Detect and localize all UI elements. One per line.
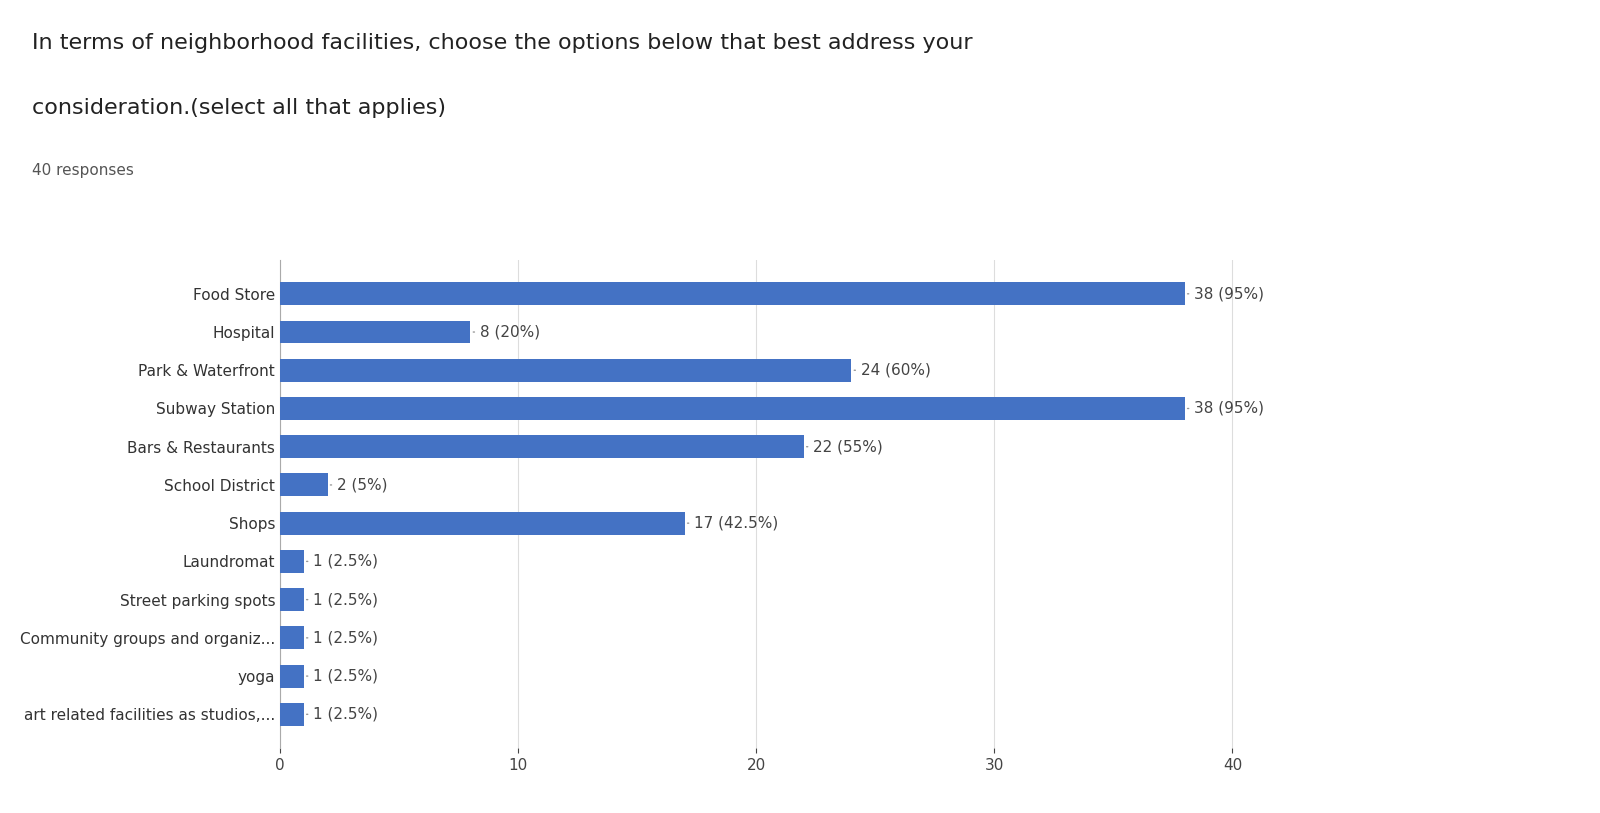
Bar	[280, 550, 304, 573]
Text: In terms of neighborhood facilities, choose the options below that best address : In terms of neighborhood facilities, cho…	[32, 33, 973, 53]
Bar	[280, 588, 304, 611]
Bar	[280, 282, 1184, 305]
Bar	[280, 435, 803, 459]
Bar	[280, 473, 328, 497]
Text: 17 (42.5%): 17 (42.5%)	[688, 515, 779, 531]
Text: 1 (2.5%): 1 (2.5%)	[307, 706, 378, 722]
Bar	[280, 626, 304, 650]
Text: 38 (95%): 38 (95%)	[1187, 401, 1264, 416]
Bar	[280, 397, 1184, 420]
Bar	[280, 320, 470, 344]
Bar	[280, 511, 685, 535]
Bar	[280, 703, 304, 726]
Bar	[280, 359, 851, 382]
Text: 1 (2.5%): 1 (2.5%)	[307, 554, 378, 569]
Text: 1 (2.5%): 1 (2.5%)	[307, 592, 378, 607]
Text: 8 (20%): 8 (20%)	[474, 324, 541, 340]
Bar	[280, 664, 304, 688]
Text: 1 (2.5%): 1 (2.5%)	[307, 630, 378, 646]
Text: consideration.(select all that applies): consideration.(select all that applies)	[32, 98, 446, 118]
Text: 38 (95%): 38 (95%)	[1187, 286, 1264, 302]
Text: 24 (60%): 24 (60%)	[854, 363, 931, 378]
Text: 40 responses: 40 responses	[32, 163, 134, 177]
Text: 1 (2.5%): 1 (2.5%)	[307, 668, 378, 684]
Text: 2 (5%): 2 (5%)	[330, 477, 387, 493]
Text: 22 (55%): 22 (55%)	[806, 439, 883, 454]
